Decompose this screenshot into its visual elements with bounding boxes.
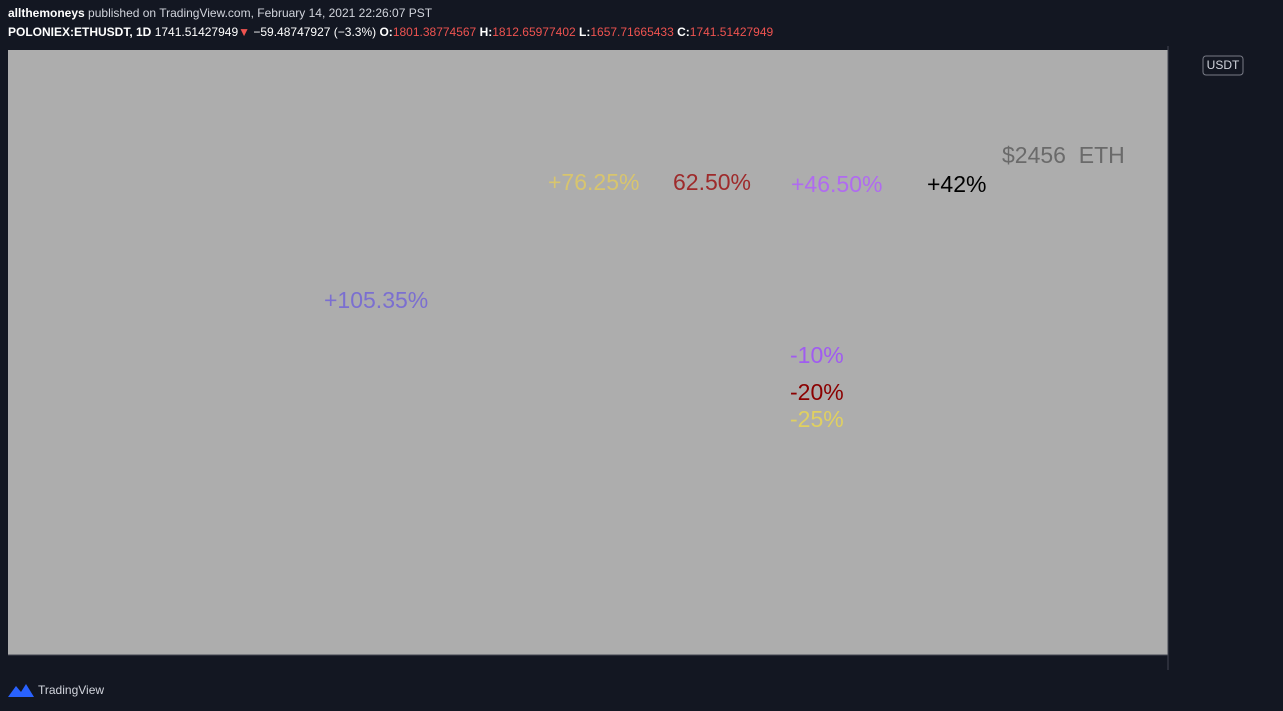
h-key: H: <box>480 25 493 39</box>
brand: TradingView <box>38 683 104 697</box>
low: 1657.71665433 <box>590 25 674 39</box>
annotation: +46.50% <box>791 171 882 197</box>
currency: USDT <box>1207 58 1240 72</box>
header-line: allthemoneys published on TradingView.co… <box>8 6 433 20</box>
published: published on TradingView.com, February 1… <box>88 6 433 20</box>
annotation: -20% <box>790 379 844 405</box>
arrow: ▼ <box>238 25 250 39</box>
symbol: POLONIEX:ETHUSDT, 1D <box>8 25 152 39</box>
legend-line: POLONIEX:ETHUSDT, 1D 1741.51427949▼ −59.… <box>8 25 774 39</box>
plot-area <box>8 50 1168 655</box>
close: 1741.51427949 <box>690 25 774 39</box>
annotation: +76.25% <box>548 169 639 195</box>
l-key: L: <box>579 25 590 39</box>
author: allthemoneys <box>8 6 85 20</box>
currency-badge <box>1202 55 1244 76</box>
annotation: -10% <box>790 342 844 368</box>
c-key: C: <box>677 25 690 39</box>
annotation: $2456 ETH <box>1002 142 1125 168</box>
open: 1801.38774567 <box>393 25 477 39</box>
logo-icon <box>8 684 34 697</box>
logo <box>8 684 34 697</box>
annotation: -25% <box>790 406 844 432</box>
o-key: O: <box>379 25 392 39</box>
last-price: 1741.51427949 <box>155 25 239 39</box>
change: −59.48747927 (−3.3%) <box>253 25 376 39</box>
annotation: +42% <box>927 171 986 197</box>
annotation: +105.35% <box>324 287 428 313</box>
annotation: 62.50% <box>673 169 751 195</box>
high: 1812.65977402 <box>492 25 576 39</box>
